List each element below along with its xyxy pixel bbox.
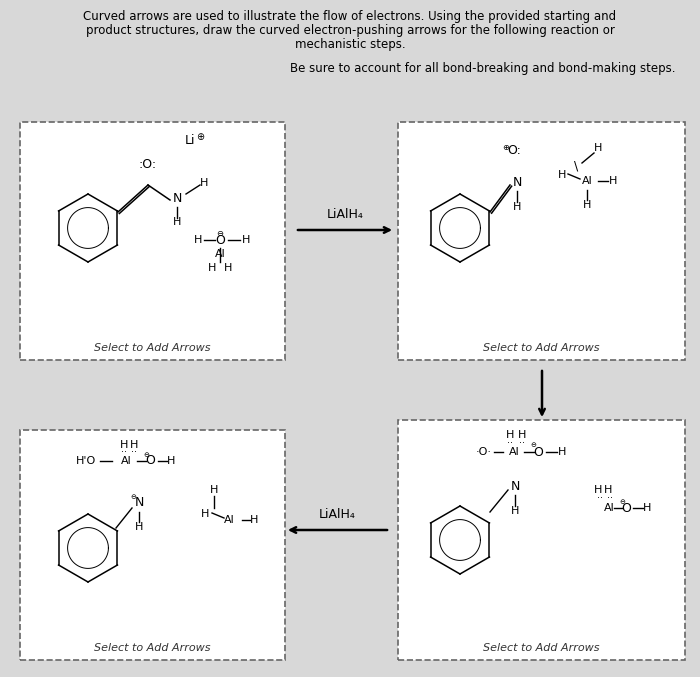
Text: H: H (594, 143, 602, 153)
Text: ⊖: ⊖ (216, 229, 223, 238)
Text: ⊕: ⊕ (503, 144, 510, 152)
Text: mechanistic steps.: mechanistic steps. (295, 38, 405, 51)
Text: H: H (210, 485, 218, 495)
Text: Select to Add Arrows: Select to Add Arrows (94, 343, 211, 353)
Text: ·O·: ·O· (476, 447, 492, 457)
Text: H: H (199, 178, 208, 188)
Text: O: O (215, 234, 225, 246)
Text: H: H (511, 506, 519, 516)
Text: H: H (513, 202, 522, 212)
Text: H: H (201, 509, 209, 519)
Text: H: H (167, 456, 175, 466)
Text: N: N (172, 192, 182, 204)
Text: H: H (120, 440, 128, 450)
Text: O:: O: (507, 144, 521, 156)
Text: H: H (135, 522, 143, 532)
Text: H: H (506, 430, 514, 440)
Bar (20, 430, 285, 660)
Text: Select to Add Arrows: Select to Add Arrows (483, 643, 600, 653)
Text: Li: Li (185, 133, 195, 146)
Text: ⊖: ⊖ (130, 494, 136, 500)
Text: Al: Al (582, 176, 592, 186)
Text: :O:: :O: (139, 158, 157, 171)
Bar (20, 122, 285, 360)
Text: N: N (134, 496, 144, 510)
Text: ⊖: ⊖ (143, 452, 149, 458)
Text: product structures, draw the curved electron-pushing arrows for the following re: product structures, draw the curved elec… (85, 24, 615, 37)
Text: H: H (130, 440, 138, 450)
Text: Al: Al (509, 447, 519, 457)
Text: H: H (241, 235, 250, 245)
Text: N: N (512, 175, 522, 188)
Text: Be sure to account for all bond-breaking and bond-making steps.: Be sure to account for all bond-breaking… (290, 62, 676, 75)
Text: Al: Al (215, 249, 225, 259)
Text: H: H (224, 263, 232, 273)
Text: Select to Add Arrows: Select to Add Arrows (483, 343, 600, 353)
Text: H: H (208, 263, 216, 273)
Text: ··: ·· (597, 493, 603, 503)
Text: Select to Add Arrows: Select to Add Arrows (94, 643, 211, 653)
Text: N: N (510, 479, 519, 492)
Text: H: H (173, 217, 181, 227)
Bar (398, 122, 685, 360)
Text: H: H (518, 430, 526, 440)
Text: O: O (145, 454, 155, 468)
Text: ⊕: ⊕ (196, 132, 204, 142)
Text: H: H (604, 485, 612, 495)
Text: ··: ·· (131, 447, 137, 457)
Text: Al: Al (120, 456, 132, 466)
Text: ⊖: ⊖ (619, 499, 625, 505)
Text: H: H (194, 235, 202, 245)
Text: H: H (609, 176, 617, 186)
Text: O: O (621, 502, 631, 515)
Text: H: H (594, 485, 602, 495)
Text: H: H (558, 170, 566, 180)
Bar (398, 420, 685, 660)
Text: Al: Al (223, 515, 235, 525)
Text: ··: ·· (607, 493, 613, 503)
Text: ··: ·· (507, 438, 513, 448)
Text: LiAlH₄: LiAlH₄ (319, 508, 356, 521)
Text: \: \ (574, 160, 578, 173)
Text: Al: Al (604, 503, 615, 513)
Text: O: O (533, 445, 543, 458)
Text: Curved arrows are used to illustrate the flow of electrons. Using the provided s: Curved arrows are used to illustrate the… (83, 10, 617, 23)
Text: H: H (250, 515, 258, 525)
Text: ⊖: ⊖ (530, 442, 536, 448)
Text: LiAlH₄: LiAlH₄ (327, 209, 363, 221)
Text: H: H (558, 447, 566, 457)
Text: ··: ·· (121, 447, 127, 457)
Text: ··: ·· (519, 438, 525, 448)
Text: H: H (583, 200, 592, 210)
Text: H'O: H'O (76, 456, 96, 466)
Text: H: H (643, 503, 651, 513)
